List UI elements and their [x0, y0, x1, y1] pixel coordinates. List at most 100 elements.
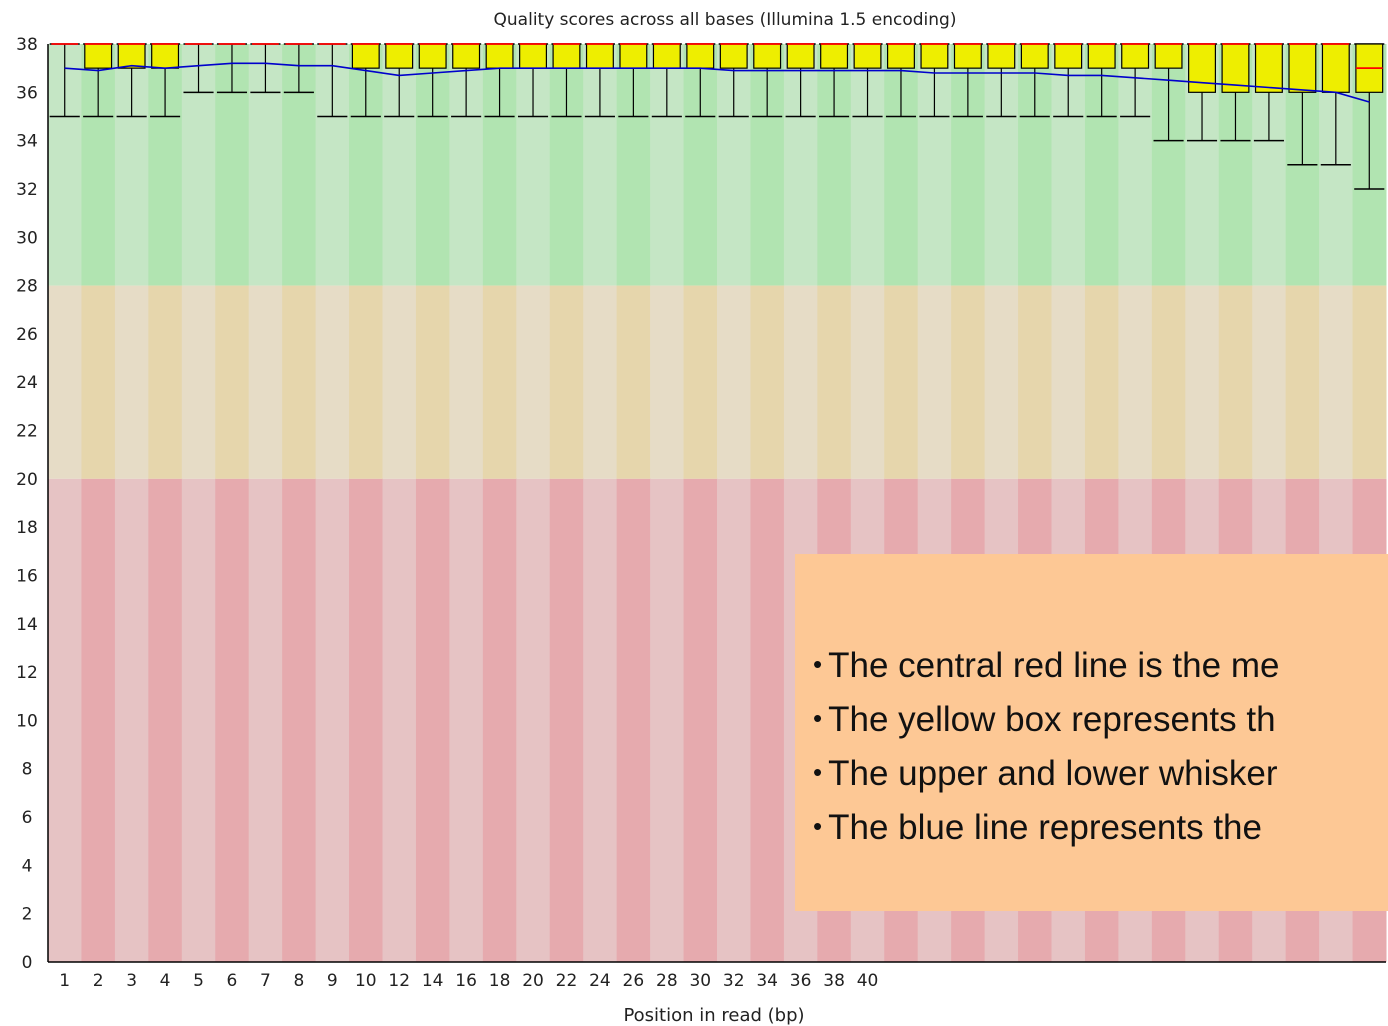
y-tick-label-22: 22 [16, 422, 38, 442]
zone-2-stripe-4 [181, 478, 216, 962]
y-tick-label-4: 4 [22, 856, 33, 876]
zone-2-stripe-10 [382, 478, 417, 962]
iqr-box-4 [151, 43, 180, 69]
iqr-box-44-45 [920, 43, 949, 69]
mean-line [64, 62, 1370, 103]
x-tick-label-7: 7 [260, 971, 271, 991]
x-axis-label: Position in read (bp) [623, 1005, 804, 1026]
box-plot-44-45 [919, 43, 950, 118]
iqr-box-3 [117, 43, 146, 69]
box-plot-36-37 [785, 43, 816, 118]
iqr-box-68-69 [1321, 43, 1350, 93]
x-tick-label-22: 22 [556, 971, 578, 991]
zone-1-stripe-5 [215, 285, 250, 479]
zone-1-stripe-33 [1151, 285, 1186, 479]
box-plot-24-25 [584, 43, 615, 118]
x-tick-label-18: 18 [489, 971, 511, 991]
box-plots [49, 43, 1385, 190]
y-tick-label-2: 2 [22, 905, 33, 925]
iqr-box-30-31 [686, 43, 715, 69]
box-plot-4 [150, 43, 181, 118]
x-tick-label-40: 40 [857, 971, 879, 991]
zone-1-stripe-31 [1084, 285, 1119, 479]
iqr-box-26-27 [619, 43, 648, 69]
box-plot-18-19 [484, 43, 515, 118]
box-plot-16-17 [451, 43, 482, 118]
zone-2-stripe-20 [717, 478, 751, 962]
y-tick-label-32: 32 [16, 180, 38, 200]
iqr-box-40-41 [853, 43, 882, 69]
x-tick-label-2: 2 [93, 971, 104, 991]
box-plot-14-15 [417, 43, 448, 118]
zone-1-stripe-34 [1185, 285, 1220, 479]
zone-2-stripe-13 [482, 478, 517, 962]
iqr-box-18-19 [485, 43, 514, 69]
iqr-box-12-13 [385, 43, 414, 69]
zone-1-stripe-10 [382, 285, 417, 479]
box-plot-1 [49, 43, 80, 118]
iqr-box-2 [84, 43, 113, 69]
iqr-box-58-59 [1154, 43, 1183, 69]
box-plot-7 [250, 43, 281, 94]
zone-1-stripe-29 [1018, 285, 1052, 479]
x-tick-label-28: 28 [656, 971, 678, 991]
box-plot-42-43 [885, 43, 917, 118]
iqr-box-46-47 [953, 43, 982, 69]
zone-1-stripe-7 [282, 285, 317, 479]
iqr-box-52-53 [1054, 43, 1083, 69]
x-tick-label-20: 20 [522, 971, 544, 991]
x-tick-label-26: 26 [623, 971, 645, 991]
box-plot-6 [216, 43, 248, 94]
y-tick-label-36: 36 [16, 83, 38, 103]
iqr-box-42-43 [886, 43, 915, 69]
y-tick-label-10: 10 [16, 711, 38, 731]
x-tick-label-16: 16 [455, 971, 477, 991]
x-tick-label-12: 12 [388, 971, 410, 991]
box-plot-40-41 [852, 43, 883, 118]
box-plot-34-35 [752, 43, 783, 118]
y-tick-label-34: 34 [16, 132, 38, 152]
zone-1-stripe-6 [248, 285, 283, 479]
zone-1-stripe-4 [181, 285, 216, 479]
box-plot-9 [317, 43, 348, 118]
legend-notes-list: The central red line is the me The yello… [813, 640, 1279, 856]
zone-1-stripe-24 [850, 285, 885, 479]
iqr-box-56-57 [1121, 43, 1150, 69]
y-tick-label-26: 26 [16, 325, 38, 345]
box-plot-3 [116, 43, 147, 118]
zone-1-stripe-38 [1319, 285, 1354, 479]
zone-1-stripe-8 [315, 285, 350, 479]
box-plot-54-55 [1086, 43, 1117, 118]
legend-note-whiskers: The upper and lower whisker [813, 748, 1279, 802]
x-tick-label-32: 32 [723, 971, 745, 991]
box-plot-26-27 [618, 43, 649, 118]
zone-1-stripe-39 [1352, 285, 1387, 479]
y-tick-label-12: 12 [16, 663, 38, 683]
x-tick-label-9: 9 [327, 971, 338, 991]
x-tick-label-34: 34 [756, 971, 778, 991]
x-tick-label-10: 10 [355, 971, 377, 991]
iqr-box-24-25 [585, 43, 614, 69]
x-tick-label-3: 3 [126, 971, 137, 991]
x-tick-label-5: 5 [193, 971, 204, 991]
iqr-box-34-35 [753, 43, 782, 69]
zone-1-stripe-11 [415, 285, 450, 479]
y-tick-label-30: 30 [16, 228, 38, 248]
box-plot-20-21 [517, 43, 549, 118]
box-plot-8 [283, 43, 314, 94]
iqr-box-10-11 [351, 43, 380, 69]
y-tick-label-6: 6 [22, 808, 33, 828]
zone-1-stripe-9 [349, 285, 383, 479]
zone-2-stripe-6 [248, 478, 283, 962]
zone-2-stripe-15 [549, 478, 584, 962]
zone-1-stripe-0 [48, 285, 82, 479]
box-plot-60-61 [1186, 43, 1218, 142]
box-plot-12-13 [384, 43, 415, 118]
box-plot-22-23 [551, 43, 582, 118]
box-plot-50-51 [1019, 43, 1050, 118]
box-plot-10-11 [350, 43, 381, 118]
box-plot-30-31 [685, 43, 716, 118]
x-tick-label-1: 1 [59, 971, 70, 991]
y-tick-label-20: 20 [16, 470, 38, 490]
iqr-box-50-51 [1020, 43, 1049, 69]
